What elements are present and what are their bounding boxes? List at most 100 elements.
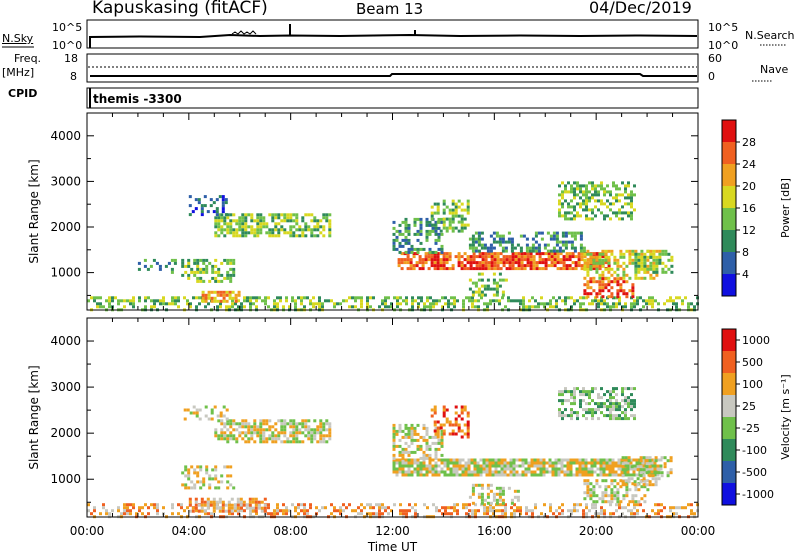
velocity-cell (319, 437, 323, 441)
velocity-cell (624, 414, 627, 418)
velocity-cell (554, 467, 558, 471)
power-cell (555, 243, 559, 247)
power-cell (576, 231, 580, 235)
power-cell (205, 267, 209, 271)
power-cell (475, 261, 479, 265)
power-cell (277, 216, 281, 220)
power-cell (642, 299, 645, 303)
power-cell (486, 249, 490, 253)
power-cell (492, 237, 496, 241)
power-cell (419, 229, 423, 233)
velocity-cell (213, 405, 217, 409)
velocity-cell (579, 393, 582, 397)
velocity-cell (187, 486, 191, 490)
velocity-cell (248, 500, 252, 504)
power-cell (510, 246, 514, 250)
velocity-cell (600, 402, 603, 406)
velocity-cell (195, 414, 199, 418)
velocity-cell (254, 497, 258, 501)
power-cell (579, 214, 582, 218)
power-cell (492, 278, 496, 282)
power-cell (360, 299, 363, 303)
velocity-cell (280, 422, 284, 426)
power-cell (439, 267, 443, 271)
velocity-cell (283, 440, 287, 444)
power-cell (463, 252, 467, 256)
power-cell (471, 234, 475, 238)
power-cell (594, 193, 597, 197)
velocity-cell (588, 411, 591, 415)
velocity-cell (220, 480, 224, 484)
power-cell (495, 281, 499, 285)
power-cell (600, 299, 603, 303)
nsky-series-line (89, 33, 698, 48)
power-cell (591, 211, 594, 215)
power-cell (492, 272, 496, 276)
power-cell (675, 305, 678, 309)
velocity-cell (322, 434, 326, 438)
velocity-cell (425, 438, 429, 442)
velocity-cell (615, 387, 618, 391)
power-cell (652, 258, 656, 262)
velocity-cell (206, 506, 210, 510)
velocity-cell (241, 425, 245, 429)
power-cell (442, 199, 446, 203)
velocity-cell (466, 420, 470, 424)
velocity-cell (501, 501, 505, 505)
power-cell (601, 249, 605, 253)
velocity-cell (401, 447, 405, 451)
velocity-cell (591, 408, 594, 412)
velocity-cell (449, 458, 453, 462)
power-cell (477, 234, 481, 238)
power-cell (630, 196, 633, 200)
velocity-cell (599, 464, 603, 468)
power-cell (440, 217, 444, 221)
power-cell (222, 299, 226, 303)
velocity-cell (494, 458, 498, 462)
power-cell (439, 261, 443, 265)
power-cell (592, 267, 596, 271)
power-cell (489, 299, 492, 303)
velocity-cell (249, 506, 252, 510)
velocity-cell (208, 483, 212, 487)
velocity-cell (500, 461, 504, 465)
power-cell (526, 252, 530, 256)
velocity-cell (570, 408, 573, 412)
power-cell (241, 225, 245, 229)
velocity-cell (392, 438, 396, 442)
power-cell (437, 247, 441, 251)
power-cell (652, 270, 656, 274)
power-cell (273, 299, 276, 303)
velocity-cell (633, 512, 636, 516)
power-cell (223, 234, 227, 238)
velocity-cell (642, 456, 646, 460)
velocity-cell (282, 509, 285, 513)
power-cell (643, 276, 647, 280)
velocity-cell (434, 447, 438, 451)
power-cell (570, 190, 573, 194)
power-cell (280, 213, 284, 217)
power-cell (221, 195, 225, 199)
velocity-cell (251, 509, 255, 513)
velocity-cell (218, 500, 222, 504)
velocity-cell (618, 414, 621, 418)
velocity-cell (436, 420, 440, 424)
velocity-cell (322, 440, 326, 444)
velocity-cell (401, 450, 405, 454)
power-cell (558, 246, 562, 250)
power-cell (477, 287, 481, 291)
power-cell (634, 249, 638, 253)
power-cell (618, 299, 621, 303)
power-cell (538, 267, 542, 271)
power-cell (600, 202, 603, 206)
power-cell (528, 299, 531, 303)
power-cell (496, 264, 500, 268)
power-cell (477, 272, 481, 276)
power-cell (434, 250, 438, 254)
velocity-cell (280, 428, 284, 432)
velocity-cell (471, 512, 474, 516)
power-cell (149, 264, 153, 268)
velocity-cell (304, 422, 308, 426)
power-cell (436, 208, 440, 212)
